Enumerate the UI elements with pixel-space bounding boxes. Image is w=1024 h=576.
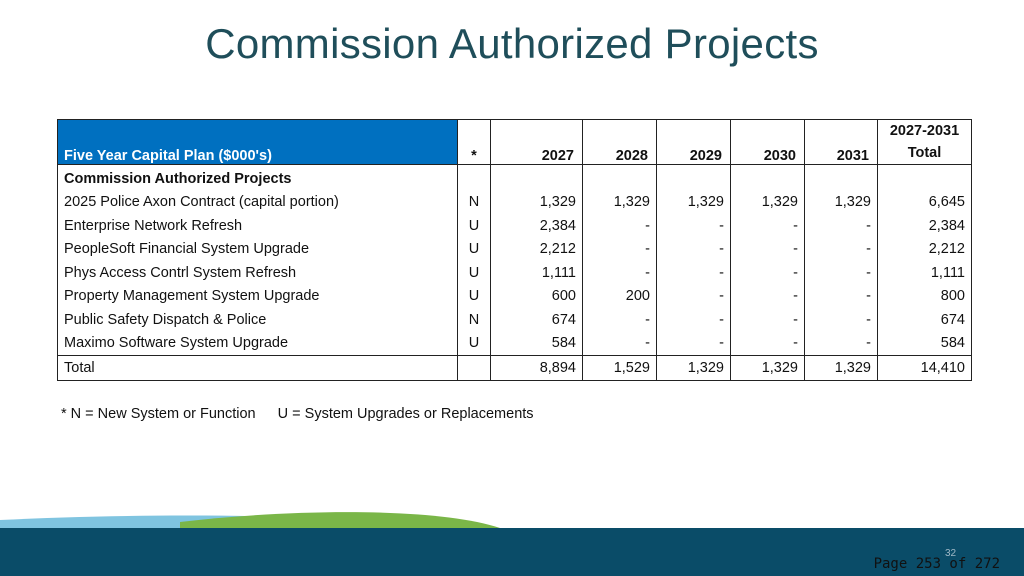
- year-value: 2,384: [490, 214, 583, 238]
- year-value: -: [582, 214, 657, 238]
- year-value: -: [730, 237, 805, 261]
- header-year: 2027: [490, 119, 583, 165]
- table-row: 2025 Police Axon Contract (capital porti…: [57, 190, 972, 214]
- project-total: 800: [877, 284, 972, 308]
- year-value: -: [656, 214, 731, 238]
- header-total-label: Total: [907, 145, 942, 161]
- header-year: 2029: [656, 119, 731, 165]
- footnote: * N = New System or Function U = System …: [61, 406, 552, 422]
- project-code: N: [457, 190, 491, 214]
- header-year: 2028: [582, 119, 657, 165]
- project-code: U: [457, 261, 491, 285]
- year-value: 1,329: [804, 190, 878, 214]
- header-code: *: [457, 119, 491, 165]
- table-row: Phys Access Contrl System Refresh U 1,111-…: [57, 261, 972, 285]
- year-value: -: [730, 284, 805, 308]
- header-year: 2031: [804, 119, 878, 165]
- year-value: -: [804, 308, 878, 332]
- project-total: 6,645: [877, 190, 972, 214]
- year-value: -: [730, 261, 805, 285]
- year-value: -: [804, 214, 878, 238]
- total-value: 1,329: [730, 355, 805, 381]
- year-value: -: [656, 284, 731, 308]
- slide-title: Commission Authorized Projects: [205, 20, 819, 67]
- capital-plan-table: Five Year Capital Plan ($000's) * 2027 2…: [57, 119, 972, 381]
- project-name: PeopleSoft Financial System Upgrade: [57, 237, 458, 261]
- year-value: -: [656, 308, 731, 332]
- year-value: -: [804, 261, 878, 285]
- project-code: U: [457, 331, 491, 356]
- year-value: -: [582, 261, 657, 285]
- section-label: Commission Authorized Projects: [57, 164, 458, 191]
- section-row: Commission Authorized Projects: [57, 164, 972, 191]
- total-value: 1,329: [804, 355, 878, 381]
- year-value: 1,111: [490, 261, 583, 285]
- project-name: Phys Access Contrl System Refresh: [57, 261, 458, 285]
- year-value: 1,329: [582, 190, 657, 214]
- grand-total: 14,410: [877, 355, 972, 381]
- footnote-new: * N = New System or Function: [61, 406, 256, 422]
- project-total: 584: [877, 331, 972, 356]
- year-value: 584: [490, 331, 583, 356]
- project-code: N: [457, 308, 491, 332]
- total-value: 1,529: [582, 355, 657, 381]
- page-label: Page 253 of 272: [873, 556, 1000, 572]
- year-value: -: [804, 237, 878, 261]
- year-value: -: [582, 237, 657, 261]
- year-value: -: [804, 284, 878, 308]
- project-name: 2025 Police Axon Contract (capital porti…: [57, 190, 458, 214]
- total-row: Total 8,894 1,529 1,329 1,329 1,329 14,4…: [57, 355, 972, 381]
- project-code: U: [457, 237, 491, 261]
- year-value: -: [656, 237, 731, 261]
- table-row: PeopleSoft Financial System Upgrade U 2,21…: [57, 237, 972, 261]
- footnote-upgrade: U = System Upgrades or Replacements: [277, 406, 534, 422]
- project-total: 2,212: [877, 237, 972, 261]
- project-name: Public Safety Dispatch & Police: [57, 308, 458, 332]
- year-value: 1,329: [730, 190, 805, 214]
- year-value: -: [656, 331, 731, 356]
- project-total: 1,111: [877, 261, 972, 285]
- header-total: 2027-2031 Total: [877, 119, 972, 165]
- project-code: U: [457, 284, 491, 308]
- year-value: -: [730, 308, 805, 332]
- header-year: 2030: [730, 119, 805, 165]
- total-value: 1,329: [656, 355, 731, 381]
- table-header-row: Five Year Capital Plan ($000's) * 2027 2…: [57, 119, 972, 165]
- year-value: -: [582, 308, 657, 332]
- table-row: Enterprise Network Refresh U 2,384- - - -2,38…: [57, 214, 972, 238]
- project-name: Enterprise Network Refresh: [57, 214, 458, 238]
- year-value: -: [730, 331, 805, 356]
- project-name: Property Management System Upgrade: [57, 284, 458, 308]
- project-total: 2,384: [877, 214, 972, 238]
- header-label: Five Year Capital Plan ($000's): [57, 119, 458, 165]
- year-value: 1,329: [656, 190, 731, 214]
- year-value: -: [582, 331, 657, 356]
- project-total: 674: [877, 308, 972, 332]
- year-value: 200: [582, 284, 657, 308]
- total-value: 8,894: [490, 355, 583, 381]
- table-row: Property Management System Upgrade U 600 20…: [57, 284, 972, 308]
- table-row: Public Safety Dispatch & Police N 674- - - -6…: [57, 308, 972, 332]
- year-value: -: [804, 331, 878, 356]
- year-value: 674: [490, 308, 583, 332]
- project-code: U: [457, 214, 491, 238]
- year-value: 1,329: [490, 190, 583, 214]
- year-value: -: [656, 261, 731, 285]
- year-value: 600: [490, 284, 583, 308]
- footer-band: [0, 528, 1024, 576]
- table-row: Maximo Software System Upgrade U 584- - - -58…: [57, 331, 972, 356]
- project-name: Maximo Software System Upgrade: [57, 331, 458, 356]
- slide-number: 32: [945, 548, 957, 559]
- year-value: 2,212: [490, 237, 583, 261]
- total-label: Total: [57, 355, 458, 381]
- year-value: -: [730, 214, 805, 238]
- header-total-range: 2027-2031: [889, 123, 960, 139]
